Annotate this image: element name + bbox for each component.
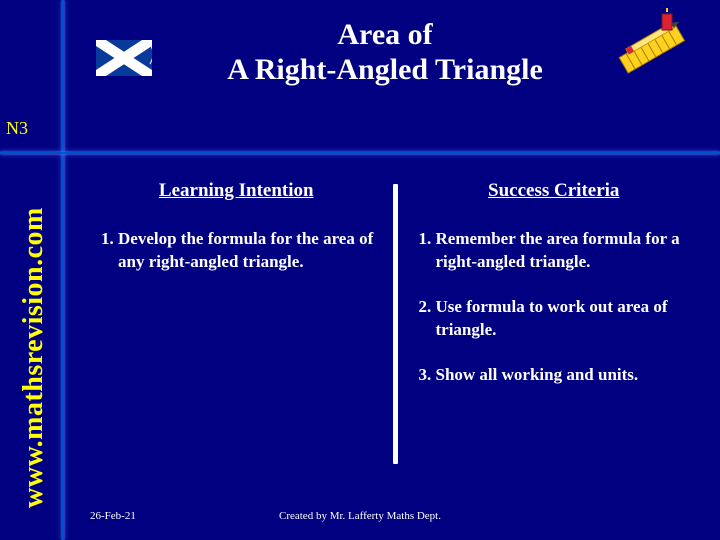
success-criteria-list: Remember the area formula for a right-an… [408,228,701,387]
success-criteria-heading: Success Criteria [408,180,701,202]
vertical-cross-line [62,0,64,540]
slide-title: Area of A Right-Angled Triangle [160,18,610,87]
footer-credit: Created by Mr. Lafferty Maths Dept. [0,510,720,522]
learning-intention-column: Learning Intention Develop the formula f… [80,180,393,464]
horizontal-cross-line [0,152,720,154]
list-item: Develop the formula for the area of any … [118,228,383,274]
two-column-layout: Learning Intention Develop the formula f… [80,180,710,464]
math-tools-icon [612,8,702,98]
learning-intention-heading: Learning Intention [90,180,383,202]
side-url: www.mathsrevision.com [18,207,50,508]
title-line-1: Area of [337,18,432,51]
level-label: N3 [6,118,28,139]
slide-body: Learning Intention Develop the formula f… [80,180,710,520]
list-item: Show all working and units. [436,364,701,387]
list-item: Remember the area formula for a right-an… [436,228,701,274]
list-item: Use formula to work out area of triangle… [436,296,701,342]
flag-icon [96,40,152,76]
slide: Area of A Right-Angled Triangle N3 www.m… [0,0,720,540]
success-criteria-column: Success Criteria Remember the area formu… [398,180,711,464]
learning-intention-list: Develop the formula for the area of any … [90,228,383,274]
title-line-2: A Right-Angled Triangle [227,53,543,86]
